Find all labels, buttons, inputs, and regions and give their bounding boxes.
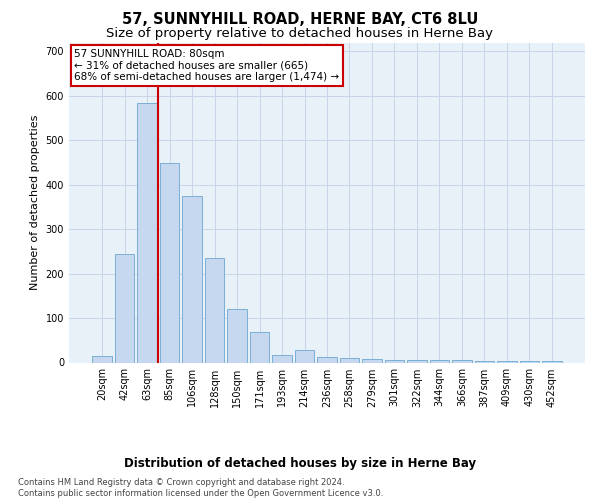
Bar (137, 102, 157, 362)
Bar (295, 350, 314, 362)
Bar (250, 332, 269, 362)
Y-axis label: Number of detached properties: Number of detached properties (30, 115, 40, 290)
Bar (385, 360, 404, 362)
Bar (430, 360, 449, 362)
Bar (520, 361, 539, 362)
Bar (205, 258, 224, 362)
Text: Contains HM Land Registry data © Crown copyright and database right 2024.
Contai: Contains HM Land Registry data © Crown c… (18, 478, 383, 498)
Text: Distribution of detached houses by size in Herne Bay: Distribution of detached houses by size … (124, 458, 476, 470)
Bar (115, 254, 134, 362)
Text: 57 SUNNYHILL ROAD: 80sqm
← 31% of detached houses are smaller (665)
68% of semi-: 57 SUNNYHILL ROAD: 80sqm ← 31% of detach… (74, 49, 339, 82)
Bar (407, 360, 427, 362)
Text: 57, SUNNYHILL ROAD, HERNE BAY, CT6 8LU: 57, SUNNYHILL ROAD, HERNE BAY, CT6 8LU (122, 12, 478, 28)
Bar (340, 358, 359, 362)
Bar (475, 361, 494, 362)
Bar (160, 162, 179, 362)
Bar (452, 360, 472, 362)
Bar (182, 196, 202, 362)
Bar (227, 309, 247, 362)
Bar (542, 361, 562, 362)
Bar (317, 357, 337, 362)
Bar (92, 356, 112, 362)
Bar (362, 358, 382, 362)
Bar (497, 361, 517, 362)
Bar (272, 354, 292, 362)
Text: Size of property relative to detached houses in Herne Bay: Size of property relative to detached ho… (107, 28, 493, 40)
